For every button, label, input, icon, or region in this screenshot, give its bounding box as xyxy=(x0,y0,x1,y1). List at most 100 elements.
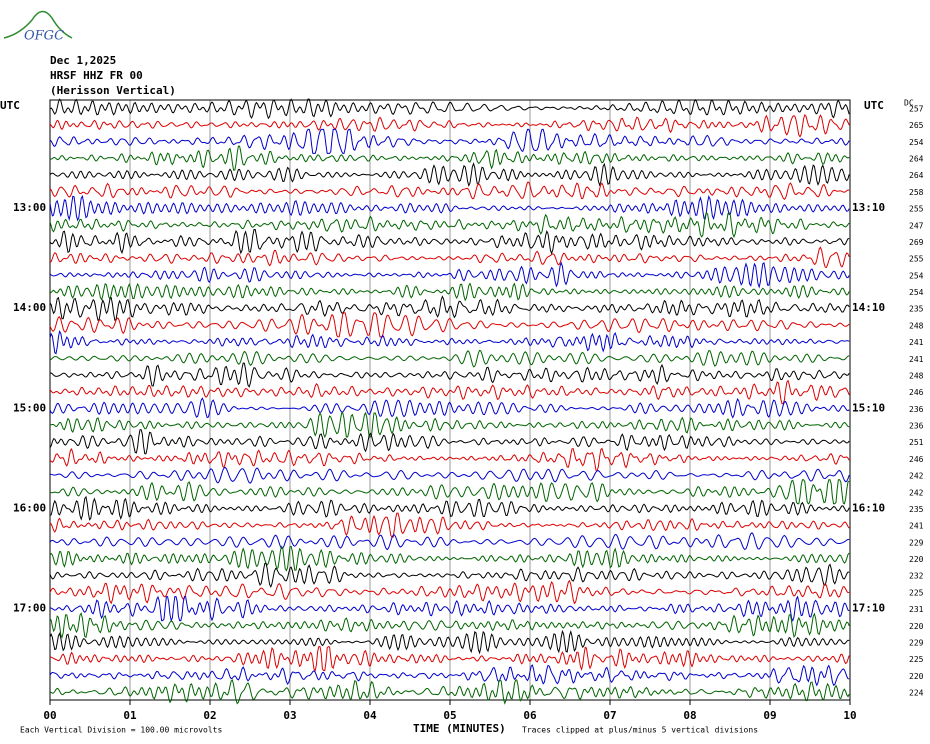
description: (Herisson Vertical) xyxy=(50,84,176,97)
x-tick-label: 10 xyxy=(843,709,856,722)
dc-value: 225 xyxy=(909,655,924,664)
dc-value: 220 xyxy=(909,672,924,681)
dc-value: 269 xyxy=(909,238,924,247)
trace xyxy=(49,229,850,255)
dc-label: DC xyxy=(904,99,914,108)
x-tick-label: 07 xyxy=(603,709,616,722)
x-tick-label: 09 xyxy=(763,709,776,722)
trace xyxy=(49,679,850,705)
logo: OFGC xyxy=(24,29,64,44)
dc-value: 255 xyxy=(909,205,924,214)
trace xyxy=(49,246,850,268)
trace xyxy=(49,349,850,368)
trace xyxy=(49,562,850,589)
hour-label-right: 15:10 xyxy=(852,401,885,414)
trace xyxy=(49,211,850,239)
dc-value: 254 xyxy=(909,271,924,280)
dc-value: 251 xyxy=(909,438,924,447)
dc-value: 235 xyxy=(909,505,924,514)
trace xyxy=(49,429,850,455)
utc-right: UTC xyxy=(864,99,884,112)
trace xyxy=(49,379,850,405)
dc-value: 246 xyxy=(909,455,924,464)
hour-label-left: 14:00 xyxy=(13,301,46,314)
x-axis-label: TIME (MINUTES) xyxy=(413,722,506,735)
trace xyxy=(49,629,850,655)
trace xyxy=(49,646,850,672)
x-tick-label: 03 xyxy=(283,709,296,722)
x-tick-label: 08 xyxy=(683,709,696,722)
hour-label-right: 14:10 xyxy=(852,301,885,314)
trace xyxy=(49,411,850,439)
dc-value: 242 xyxy=(909,488,924,497)
dc-value: 246 xyxy=(909,388,924,397)
hour-label-left: 17:00 xyxy=(13,602,46,615)
logo-mountain xyxy=(3,10,73,39)
trace xyxy=(49,282,850,302)
dc-value: 236 xyxy=(909,422,924,431)
trace xyxy=(49,579,850,605)
x-tick-label: 02 xyxy=(203,709,216,722)
trace xyxy=(49,397,850,419)
dc-value: 255 xyxy=(909,255,924,264)
trace xyxy=(49,295,850,321)
scale-note: Each Vertical Division = 100.00 microvol… xyxy=(20,726,222,735)
dc-value: 225 xyxy=(909,588,924,597)
dc-value: 236 xyxy=(909,405,924,414)
dc-value: 248 xyxy=(909,321,924,330)
trace xyxy=(49,362,850,388)
dc-value: 258 xyxy=(909,188,924,197)
trace xyxy=(49,612,850,639)
dc-value: 241 xyxy=(909,522,924,531)
hour-label-right: 17:10 xyxy=(852,602,885,615)
trace xyxy=(49,447,850,471)
dc-value: 224 xyxy=(909,689,924,698)
trace xyxy=(49,128,850,154)
dc-value: 247 xyxy=(909,221,924,230)
trace xyxy=(49,545,850,572)
dc-value: 257 xyxy=(909,105,924,114)
trace xyxy=(49,512,850,538)
dc-value: 229 xyxy=(909,538,924,547)
dc-value: 265 xyxy=(909,121,924,130)
trace xyxy=(49,261,850,289)
trace xyxy=(49,595,850,623)
trace xyxy=(49,113,850,138)
trace xyxy=(49,495,850,521)
dc-value: 231 xyxy=(909,605,924,614)
x-tick-label: 06 xyxy=(523,709,537,722)
hour-label-left: 16:00 xyxy=(13,501,46,514)
dc-value: 264 xyxy=(909,171,924,180)
trace xyxy=(49,532,850,551)
plot-frame xyxy=(49,99,851,701)
trace xyxy=(49,312,850,338)
hour-label-right: 13:10 xyxy=(852,201,885,214)
dc-value: 254 xyxy=(909,138,924,147)
trace xyxy=(49,162,850,188)
utc-left: UTC xyxy=(0,99,20,112)
trace xyxy=(49,664,850,687)
x-tick-label: 05 xyxy=(443,709,456,722)
trace xyxy=(50,466,850,484)
dc-value: 264 xyxy=(909,155,924,164)
dc-value: 241 xyxy=(909,355,924,364)
hour-label-right: 16:10 xyxy=(852,501,885,514)
clip-note: Traces clipped at plus/minus 5 vertical … xyxy=(522,726,758,735)
x-tick-label: 01 xyxy=(123,709,137,722)
dc-value: 235 xyxy=(909,305,924,314)
hour-label-left: 13:00 xyxy=(13,201,46,214)
station: HRSF HHZ FR 00 xyxy=(50,69,143,82)
dc-value: 232 xyxy=(909,572,924,581)
trace xyxy=(49,194,850,222)
dc-value: 254 xyxy=(909,288,924,297)
dc-value: 220 xyxy=(909,555,924,564)
dc-value: 229 xyxy=(909,638,924,647)
trace xyxy=(49,330,850,355)
date: Dec 1,2025 xyxy=(50,54,116,67)
x-tick-label: 04 xyxy=(363,709,377,722)
dc-value: 242 xyxy=(909,472,924,481)
dc-value: 220 xyxy=(909,622,924,631)
trace xyxy=(49,98,850,120)
hour-label-left: 15:00 xyxy=(13,401,46,414)
dc-value: 248 xyxy=(909,371,924,380)
